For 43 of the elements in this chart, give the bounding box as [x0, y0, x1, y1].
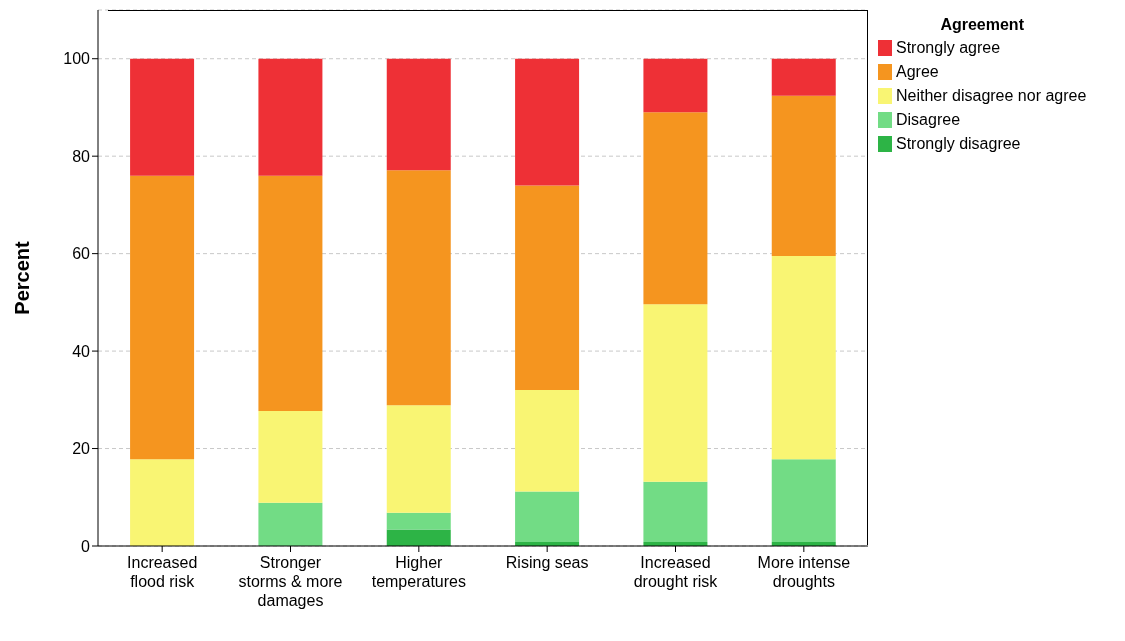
y-tick-label: 100 [63, 50, 91, 68]
bar [386, 512, 451, 530]
bar [258, 58, 323, 176]
bar [386, 529, 451, 546]
bar [771, 256, 836, 460]
x-tick-label: Stronger storms & more damages [238, 554, 343, 609]
y-tick-label: 20 [72, 440, 91, 458]
x-tick-label: Increased drought risk [633, 554, 719, 590]
y-tick-label: 80 [72, 147, 91, 165]
bar [386, 58, 451, 171]
bar [771, 58, 836, 96]
x-tick-label: Increased flood risk [127, 554, 198, 590]
bar [258, 502, 323, 546]
bar [515, 491, 580, 543]
legend-label: Strongly agree [896, 39, 1001, 57]
y-tick-label: 60 [72, 245, 91, 263]
bar [515, 58, 580, 186]
bar [386, 405, 451, 513]
y-axis-title: Percent [11, 240, 34, 315]
bar [771, 459, 836, 543]
y-tick-label: 0 [81, 537, 91, 555]
y-tick-label: 40 [72, 342, 91, 360]
bar [515, 185, 580, 391]
bar [258, 411, 323, 503]
bar [258, 175, 323, 412]
legend-title: Agreement [939, 16, 1025, 34]
bar [643, 481, 708, 543]
bar [771, 95, 836, 257]
legend-label: Strongly disagree [896, 135, 1021, 153]
bar [515, 390, 580, 492]
x-tick-label: Rising seas [505, 554, 589, 571]
bar [130, 175, 195, 460]
bar [643, 304, 708, 482]
bar [130, 459, 195, 546]
legend-label: Agree [896, 63, 939, 81]
bar [643, 112, 708, 305]
bar [643, 58, 708, 113]
bar [130, 58, 195, 176]
legend-label: Neither disagree nor agree [896, 87, 1087, 105]
bar [386, 170, 451, 406]
x-tick-label: Higher temperatures [371, 554, 466, 590]
legend-label: Disagree [896, 111, 961, 129]
x-tick-label: More intense droughts [757, 554, 851, 590]
